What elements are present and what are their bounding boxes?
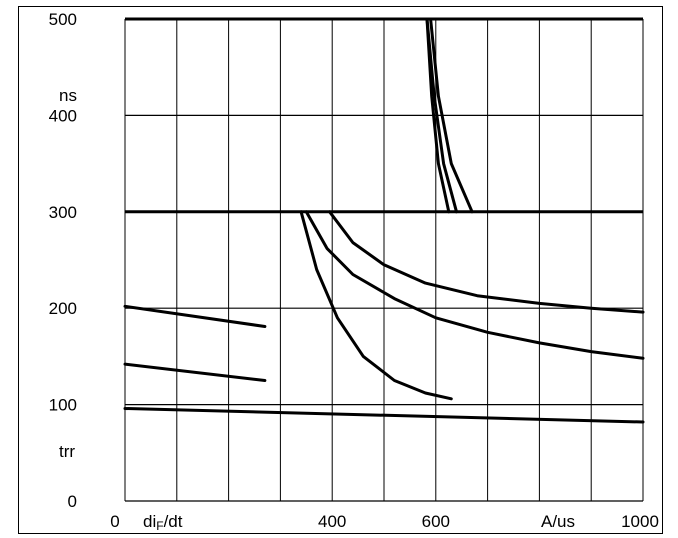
- x-unit-label: A/us: [541, 512, 575, 531]
- series-curve: [123, 304, 267, 328]
- series-curve: [304, 210, 645, 360]
- y-tick-label: 0: [68, 492, 77, 511]
- y-tick-label: 500: [49, 10, 77, 29]
- series-curve: [429, 17, 474, 214]
- y-tick-label: 200: [49, 299, 77, 318]
- y-tick-label: 300: [49, 203, 77, 222]
- x-tick-label: 0: [110, 512, 119, 531]
- y-axis-label: trr: [59, 442, 75, 461]
- grid: [124, 17, 644, 502]
- series-curve: [123, 407, 645, 424]
- tick-labels: 0 100 200 300 400 500 0 400 600 1000: [49, 10, 659, 531]
- y-unit-label: ns: [59, 86, 77, 105]
- series-group: [123, 17, 645, 424]
- series-curve: [123, 362, 267, 382]
- y-tick-label: 400: [49, 106, 77, 125]
- series-curve: [299, 210, 453, 401]
- chart-frame: 0 100 200 300 400 500 0 400 600 1000 ns trr diF/d…: [18, 6, 663, 534]
- x-tick-label: 1000: [621, 512, 659, 531]
- trr-vs-dif-chart: 0 100 200 300 400 500 0 400 600 1000 ns trr diF/d…: [49, 10, 659, 533]
- x-tick-label: 400: [318, 512, 346, 531]
- x-axis-label: diF/dt: [143, 512, 183, 533]
- series-curve: [425, 17, 451, 214]
- series-curve: [328, 210, 645, 314]
- y-tick-label: 100: [49, 396, 77, 415]
- x-tick-label: 600: [422, 512, 450, 531]
